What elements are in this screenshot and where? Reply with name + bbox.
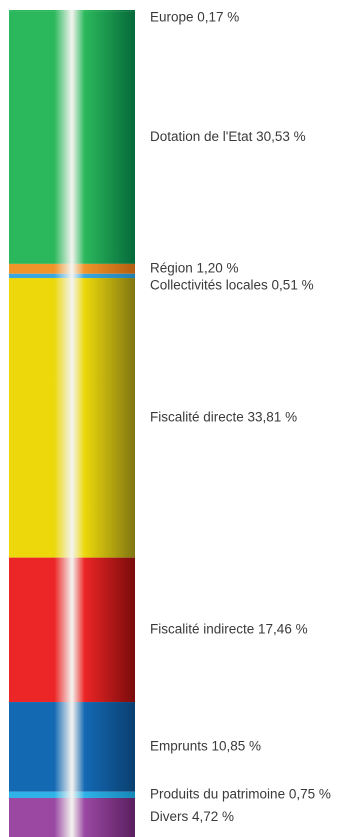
bar-segment-collectivites-locales bbox=[9, 273, 135, 279]
bar-segment-europe bbox=[9, 10, 135, 12]
label-dotation-etat: Dotation de l'Etat 30,53 % bbox=[150, 129, 306, 144]
stacked-bar bbox=[9, 10, 135, 837]
label-collectivites-locales: Collectivités locales 0,51 % bbox=[150, 277, 314, 292]
label-produits-patrimoine: Produits du patrimoine 0,75 % bbox=[150, 786, 331, 801]
bar-segment-divers bbox=[9, 797, 135, 837]
label-fiscalite-directe: Fiscalité directe 33,81 % bbox=[150, 409, 297, 424]
bar-segment-region bbox=[9, 263, 135, 274]
bar-segment-fiscalite-directe bbox=[9, 278, 135, 558]
label-divers: Divers 4,72 % bbox=[150, 809, 234, 824]
label-fiscalite-indirecte: Fiscalité indirecte 17,46 % bbox=[150, 621, 308, 636]
bar-segment-produits-patrimoine bbox=[9, 791, 135, 798]
bar-segment-dotation-etat bbox=[9, 11, 135, 264]
bar-segment-emprunts bbox=[9, 702, 135, 792]
segment-labels: Europe 0,17 % Dotation de l'Etat 30,53 % R… bbox=[150, 10, 331, 824]
label-europe: Europe 0,17 % bbox=[150, 10, 239, 25]
label-region: Région 1,20 % bbox=[150, 260, 239, 275]
bar-segment-fiscalite-indirecte bbox=[9, 557, 135, 703]
label-emprunts: Emprunts 10,85 % bbox=[150, 738, 261, 753]
